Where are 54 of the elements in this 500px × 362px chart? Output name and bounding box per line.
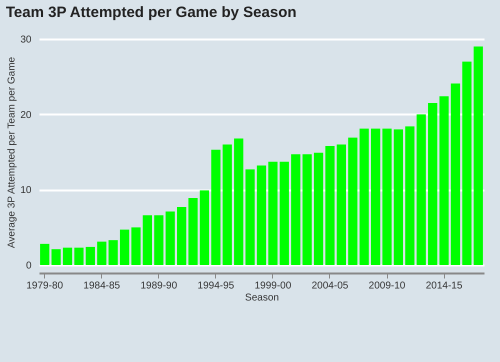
bar: [131, 227, 141, 265]
bar: [462, 62, 472, 265]
y-tick-label: 10: [20, 185, 32, 196]
bar: [234, 138, 244, 265]
bar: [51, 249, 61, 265]
y-tick-label: 30: [20, 34, 32, 46]
bar: [268, 162, 278, 265]
bar: [336, 144, 346, 265]
bar: [40, 244, 50, 265]
bar: [166, 212, 175, 265]
bar: [177, 206, 186, 265]
bar: [86, 246, 95, 265]
bar: [256, 166, 266, 265]
bar: [142, 215, 152, 265]
bar: [62, 248, 72, 265]
bar: [154, 215, 164, 265]
chart-title: Team 3P Attempted per Game by Season: [6, 4, 297, 21]
x-tick-label: 1989-90: [140, 280, 178, 292]
bar: [108, 240, 118, 265]
bar: [428, 103, 438, 265]
y-tick-label: 0: [26, 260, 32, 272]
x-tick-label: 2009-10: [368, 280, 406, 292]
bar: [405, 126, 414, 265]
bar: [360, 128, 369, 265]
bar: [200, 190, 210, 265]
bar: [474, 46, 483, 265]
x-tick-label: 1979-80: [26, 280, 64, 292]
bar: [120, 230, 130, 265]
bar: [74, 248, 84, 265]
bar: [348, 138, 358, 265]
bar: [450, 83, 460, 265]
bar: [439, 96, 449, 265]
bar: [211, 150, 220, 265]
bar: [416, 114, 426, 265]
y-tick-label: 20: [20, 110, 32, 121]
x-tick-label: 1999-00: [254, 280, 292, 292]
bar: [394, 129, 404, 265]
bar: [222, 144, 232, 265]
x-tick-label: 2014-15: [426, 280, 463, 292]
x-tick-label: 2004-05: [312, 280, 349, 292]
bar: [314, 152, 324, 265]
y-axis-title: Average 3P Attempted per Team per Game: [6, 56, 18, 248]
bar: [382, 128, 392, 265]
x-tick-label: 1984-85: [83, 280, 121, 292]
bar: [280, 162, 289, 265]
bar: [97, 242, 106, 265]
bar: [325, 146, 335, 265]
x-tick-label: 1994-95: [198, 280, 235, 292]
bar: [302, 154, 312, 265]
x-axis-title: Season: [245, 292, 279, 304]
bar: [188, 198, 198, 265]
bar: [370, 128, 380, 265]
bar: [291, 154, 300, 265]
bar: [245, 169, 255, 265]
